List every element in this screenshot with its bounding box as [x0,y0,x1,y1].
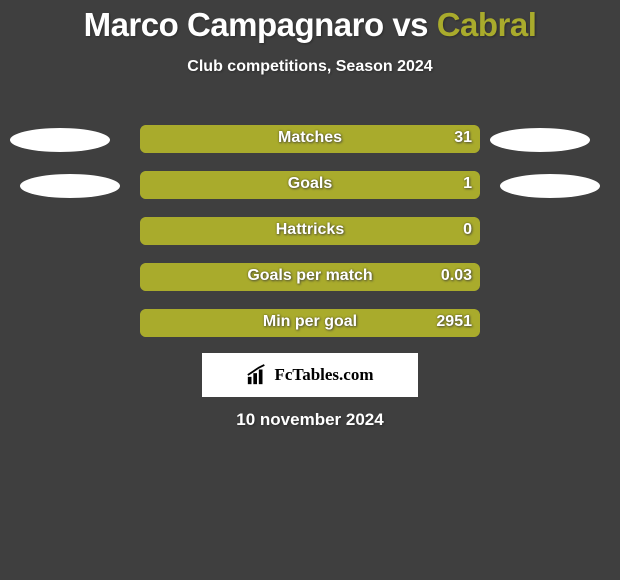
decorative-ellipse [20,174,120,198]
page-root: Marco Campagnaro vs Cabral Club competit… [0,0,620,580]
stat-label: Hattricks [140,221,480,239]
title-player-b: Cabral [437,6,537,43]
subtitle: Club competitions, Season 2024 [0,58,620,76]
stat-label: Goals per match [140,267,480,285]
stat-row: Goals per match0.03 [140,263,480,291]
stat-rows: Matches31 Goals1 Hattricks0 Goals per match… [140,125,480,355]
stat-value-right: 1 [463,175,472,193]
stat-value-right: 0 [463,221,472,239]
page-title: Marco Campagnaro vs Cabral [0,0,620,44]
decorative-ellipse [500,174,600,198]
bar-chart-icon [246,364,268,386]
decorative-ellipse [490,128,590,152]
decorative-ellipse [10,128,110,152]
stat-row: Matches31 [140,125,480,153]
title-vs: vs [384,6,437,43]
stat-value-right: 31 [454,129,472,147]
stat-row: Hattricks0 [140,217,480,245]
stat-label: Matches [140,129,480,147]
stat-value-right: 2951 [436,313,472,331]
stat-label: Goals [140,175,480,193]
footer-date: 10 november 2024 [0,410,620,430]
source-badge: FcTables.com [202,353,418,397]
source-badge-text: FcTables.com [274,365,373,385]
stat-row: Min per goal2951 [140,309,480,337]
stat-value-right: 0.03 [441,267,472,285]
stat-label: Min per goal [140,313,480,331]
title-player-a: Marco Campagnaro [84,6,384,43]
stat-row: Goals1 [140,171,480,199]
